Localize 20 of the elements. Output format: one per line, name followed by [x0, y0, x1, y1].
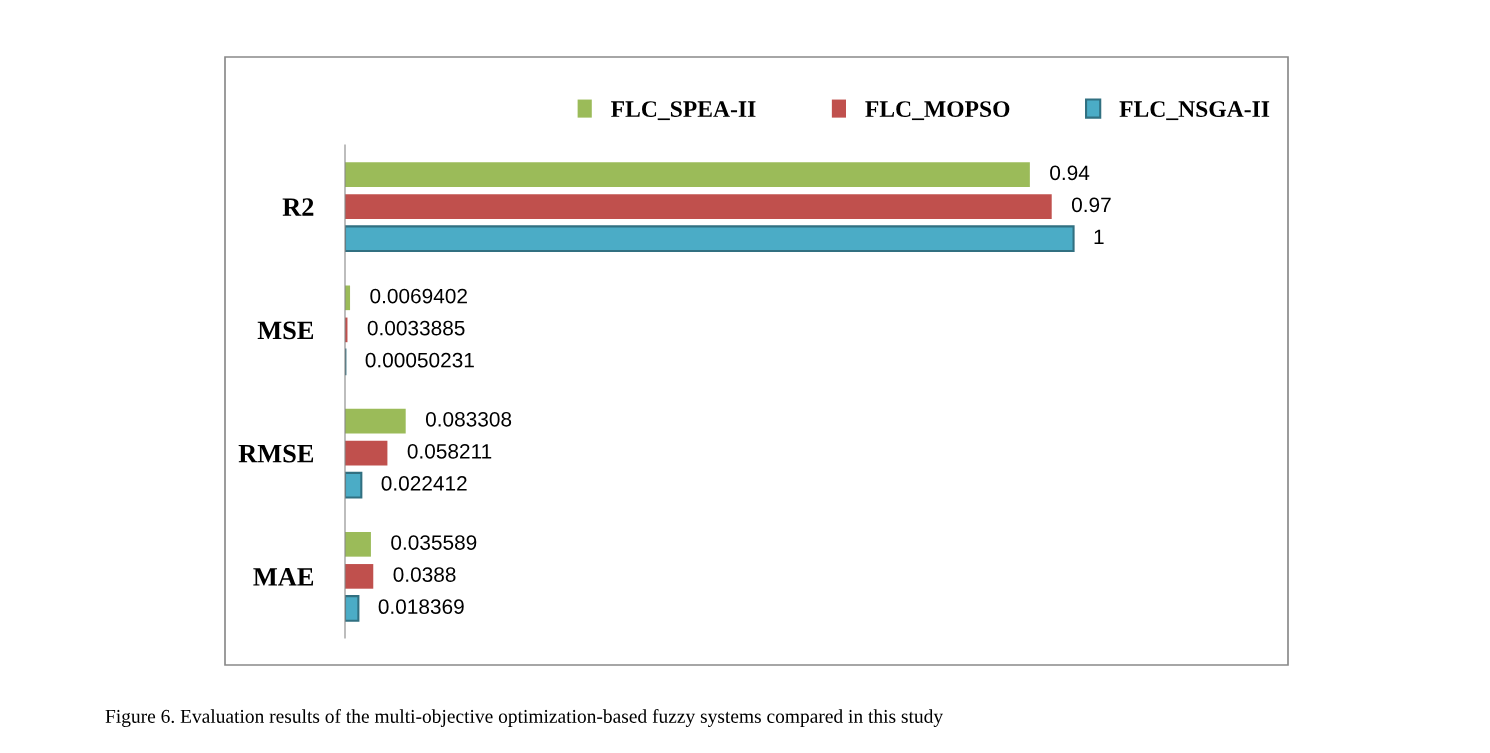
y-tick-label: MAE	[253, 568, 314, 586]
data-label: 0.0033885	[367, 320, 465, 336]
caption: Figure 6. Evaluation results of the multi-objective optimization-based fuzzy systems compared in this study	[105, 709, 944, 727]
data-label: 0.083308	[425, 411, 512, 427]
data-label: 0.00050231	[365, 352, 474, 368]
y-tick-label: R2	[282, 198, 314, 216]
y-tick-label: MSE	[257, 321, 314, 340]
data-label: 0.035589	[391, 535, 477, 550]
data-label: 0.0069402	[370, 288, 467, 304]
data-label: 0.94	[1050, 165, 1090, 181]
data-label: 0.97	[1071, 197, 1111, 213]
data-label: 0.018369	[378, 599, 464, 615]
data-label: 0.058211	[407, 443, 492, 459]
data-label: 0.0388	[393, 567, 456, 582]
legend-label: FLC_SPEA-II	[611, 101, 756, 121]
data-label: 1	[1094, 229, 1104, 245]
data-label: 0.022412	[381, 476, 467, 491]
y-tick-label: RMSE	[238, 444, 314, 463]
legend-label: FLC_MOPSO	[865, 101, 1010, 121]
legend-label: FLC_NSGA-II	[1119, 101, 1270, 121]
